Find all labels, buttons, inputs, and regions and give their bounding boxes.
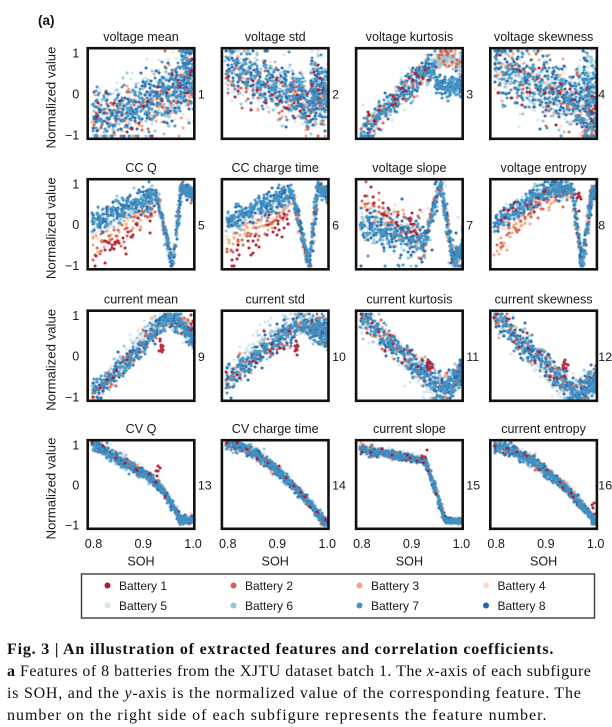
svg-text:Battery 3: Battery 3 — [371, 579, 419, 593]
svg-text:voltage slope: voltage slope — [372, 161, 446, 175]
svg-text:current kurtosis: current kurtosis — [366, 293, 452, 307]
svg-text:voltage skewness: voltage skewness — [494, 30, 593, 44]
svg-text:Normalized value: Normalized value — [44, 177, 59, 279]
svg-text:3: 3 — [466, 88, 473, 102]
svg-text:1.0: 1.0 — [587, 537, 605, 551]
svg-text:8: 8 — [598, 218, 605, 232]
svg-text:15: 15 — [466, 479, 480, 493]
svg-text:1: 1 — [72, 46, 79, 60]
svg-text:SOH: SOH — [262, 555, 289, 569]
svg-text:Battery 2: Battery 2 — [245, 579, 293, 593]
svg-text:14: 14 — [332, 479, 346, 493]
svg-text:SOH: SOH — [127, 555, 154, 569]
svg-text:0.8: 0.8 — [353, 537, 371, 551]
svg-text:0.9: 0.9 — [134, 537, 152, 551]
svg-text:−1: −1 — [65, 518, 79, 532]
svg-text:4: 4 — [598, 88, 605, 102]
svg-text:Battery 5: Battery 5 — [119, 599, 167, 613]
svg-text:2: 2 — [332, 88, 339, 102]
svg-text:5: 5 — [198, 218, 205, 232]
svg-text:1.0: 1.0 — [318, 537, 336, 551]
svg-text:current slope: current slope — [373, 422, 446, 436]
svg-text:Battery 6: Battery 6 — [245, 599, 293, 613]
svg-text:−1: −1 — [65, 259, 79, 273]
svg-text:current std: current std — [245, 293, 305, 307]
svg-text:voltage entropy: voltage entropy — [501, 161, 588, 175]
svg-text:Battery 4: Battery 4 — [498, 579, 546, 593]
svg-text:CV Q: CV Q — [126, 422, 157, 436]
svg-text:11: 11 — [466, 350, 479, 364]
svg-text:0: 0 — [72, 350, 79, 364]
svg-text:Battery 7: Battery 7 — [371, 599, 419, 613]
svg-text:current skewness: current skewness — [495, 293, 593, 307]
svg-text:12: 12 — [598, 350, 612, 364]
svg-text:0: 0 — [72, 218, 79, 232]
svg-text:1.0: 1.0 — [453, 537, 471, 551]
svg-text:1: 1 — [72, 177, 79, 191]
svg-text:0.8: 0.8 — [85, 537, 103, 551]
svg-text:CC Q: CC Q — [125, 161, 157, 175]
svg-text:0.8: 0.8 — [219, 537, 237, 551]
svg-text:1: 1 — [72, 309, 79, 323]
svg-text:0.9: 0.9 — [403, 537, 421, 551]
svg-text:Normalized value: Normalized value — [44, 438, 59, 540]
svg-text:voltage kurtosis: voltage kurtosis — [366, 30, 454, 44]
svg-text:7: 7 — [466, 218, 473, 232]
svg-text:9: 9 — [198, 350, 205, 364]
svg-text:current mean: current mean — [104, 293, 178, 307]
svg-text:CC charge time: CC charge time — [231, 161, 319, 175]
svg-text:0.9: 0.9 — [269, 537, 287, 551]
svg-text:−1: −1 — [65, 390, 79, 404]
svg-text:1: 1 — [198, 88, 205, 102]
svg-text:Battery 8: Battery 8 — [498, 599, 546, 613]
svg-text:−1: −1 — [65, 128, 79, 142]
svg-text:16: 16 — [598, 479, 612, 493]
svg-text:13: 13 — [198, 479, 212, 493]
svg-text:1: 1 — [72, 438, 79, 452]
svg-text:1.0: 1.0 — [184, 537, 202, 551]
svg-text:0: 0 — [72, 478, 79, 492]
svg-text:Battery 1: Battery 1 — [119, 579, 167, 593]
svg-text:Normalized value: Normalized value — [44, 309, 59, 411]
svg-text:0.8: 0.8 — [487, 537, 505, 551]
svg-text:0.9: 0.9 — [537, 537, 555, 551]
svg-text:SOH: SOH — [530, 555, 557, 569]
svg-text:voltage std: voltage std — [245, 30, 306, 44]
svg-text:current entropy: current entropy — [501, 422, 586, 436]
svg-text:10: 10 — [332, 350, 346, 364]
svg-text:0: 0 — [72, 87, 79, 101]
svg-text:6: 6 — [332, 218, 339, 232]
svg-text:CV charge time: CV charge time — [232, 422, 319, 436]
svg-text:(a): (a) — [38, 13, 55, 28]
svg-text:SOH: SOH — [396, 555, 423, 569]
svg-text:Normalized value: Normalized value — [44, 47, 59, 149]
svg-text:voltage mean: voltage mean — [103, 30, 179, 44]
